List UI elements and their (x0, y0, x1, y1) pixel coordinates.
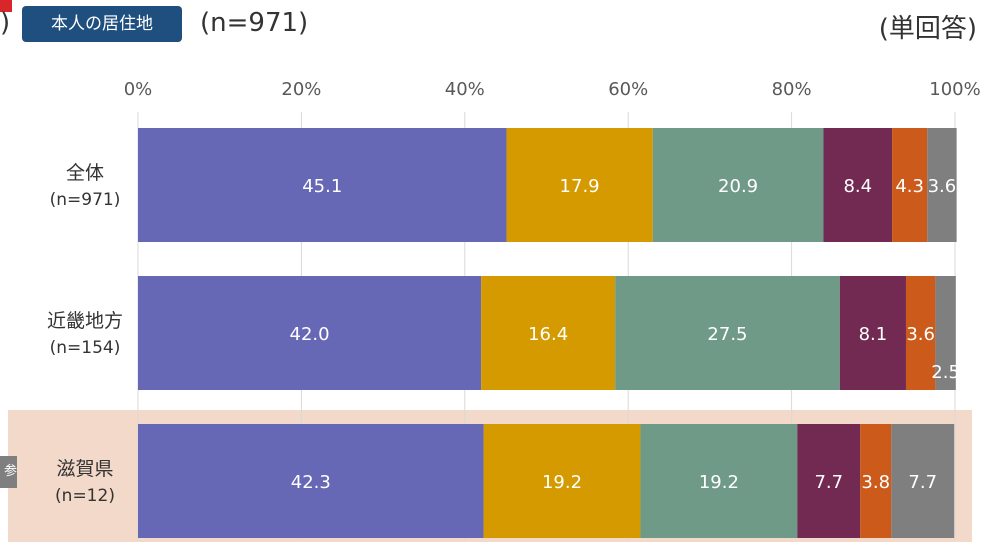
category-sample-size: (n=154) (50, 338, 121, 358)
category-label: 近畿地方 (47, 310, 123, 332)
x-tick-label: 20% (281, 79, 321, 100)
data-label: 20.9 (718, 176, 758, 197)
bar-segment (892, 128, 928, 242)
sample-size-label: (n=971) (200, 8, 309, 38)
header-fragment: ) (0, 8, 11, 38)
bar-segment (481, 276, 616, 390)
side-badge: 参 (0, 456, 17, 488)
x-tick-label: 0% (124, 79, 153, 100)
data-label: 16.4 (528, 324, 568, 345)
data-label: 3.8 (861, 472, 890, 493)
bar-segment (615, 276, 840, 390)
category-label: 滋賀県 (56, 458, 113, 480)
filter-badge: 本人の居住地 (22, 6, 182, 42)
data-label: 42.0 (290, 324, 330, 345)
x-tick-label: 100% (929, 79, 980, 100)
data-label: 8.1 (859, 324, 888, 345)
bar-segment (506, 128, 653, 242)
bar-segment (138, 276, 482, 390)
category-label: 全体 (66, 162, 104, 184)
data-label: 27.5 (707, 324, 747, 345)
x-tick-label: 40% (445, 79, 485, 100)
x-tick-label: 60% (608, 79, 648, 100)
data-label: 19.2 (542, 472, 582, 493)
data-label: 4.3 (895, 176, 924, 197)
category-sample-size: (n=12) (55, 486, 115, 506)
bar-segment (138, 424, 484, 538)
data-label: 7.7 (814, 472, 843, 493)
bar-segment (860, 424, 892, 538)
bar-segment (935, 276, 956, 390)
data-label: 7.7 (908, 472, 937, 493)
answer-type-label: (単回答) (878, 14, 977, 44)
bar-segment (905, 276, 936, 390)
bar-segment (891, 424, 955, 538)
data-label: 42.3 (291, 472, 331, 493)
data-label: 45.1 (302, 176, 342, 197)
bar-segment (138, 128, 507, 242)
x-tick-label: 80% (772, 79, 812, 100)
bar-segment (823, 128, 893, 242)
data-label: 2.5 (931, 362, 960, 383)
red-corner-marker (0, 0, 12, 12)
bar-segment (927, 128, 957, 242)
bar-segment (839, 276, 906, 390)
bar-segment (652, 128, 824, 242)
data-label: 8.4 (843, 176, 872, 197)
data-label: 3.6 (928, 176, 957, 197)
data-label: 3.6 (906, 324, 935, 345)
bar-segment (640, 424, 798, 538)
category-sample-size: (n=971) (50, 190, 121, 210)
bar-segment (483, 424, 641, 538)
bar-segment (797, 424, 861, 538)
data-label: 19.2 (699, 472, 739, 493)
data-label: 17.9 (560, 176, 600, 197)
